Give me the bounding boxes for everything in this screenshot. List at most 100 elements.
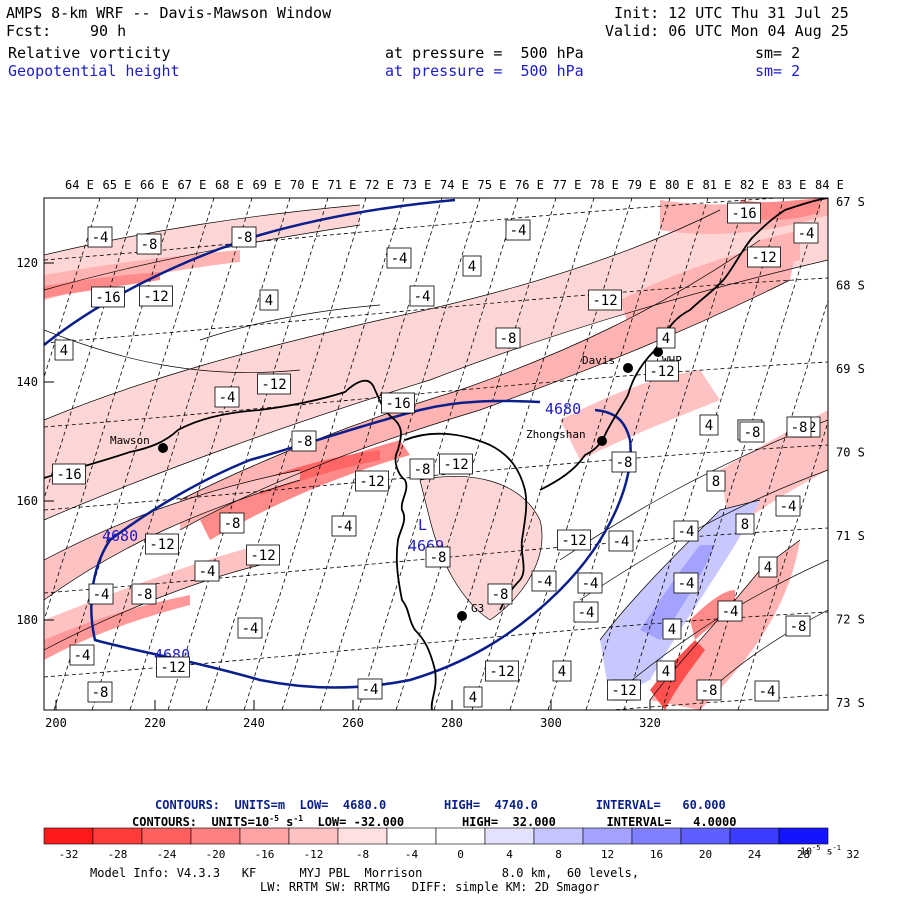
vort-label-box	[758, 556, 778, 578]
vort-label: 4	[60, 343, 68, 359]
x-tick-label: 220	[144, 716, 166, 730]
vort-label-box	[662, 618, 682, 640]
colorbar-unit: 10-5 s-1	[800, 844, 841, 857]
model-info-physics: LW: RRTM SW: RRTMG DIFF: simple KM: 2D S…	[260, 880, 600, 894]
vort-label-box	[699, 414, 719, 436]
vort-label: 4	[558, 664, 566, 680]
vort-label: -12	[649, 364, 674, 380]
colorbar-label: -4	[405, 848, 419, 861]
station-g3-dot	[457, 611, 467, 621]
vort-label: 4	[668, 622, 676, 638]
vort-label-box	[531, 570, 557, 592]
vort-label-box	[381, 392, 415, 414]
lat-label: 73 S	[836, 696, 865, 710]
vort-label: -12	[489, 664, 514, 680]
vort-label: -8	[141, 237, 158, 253]
vort-label: -8	[500, 331, 517, 347]
vort-label: -12	[611, 683, 636, 699]
lat-label: 69 S	[836, 362, 865, 376]
vort-label: -12	[561, 533, 586, 549]
vort-label-box	[219, 512, 245, 534]
lon-label: 74 E	[440, 178, 469, 192]
field2-smoothing: sm= 2	[755, 62, 801, 80]
vorticity-map: Mawson Davis WHP Zhongshan G3 4680 4680 …	[16, 178, 865, 730]
vort-label: -4	[798, 226, 815, 242]
station-label-davis: Davis	[582, 354, 615, 367]
vort-label: 4	[468, 259, 476, 275]
colorbar-swatch	[337, 827, 388, 845]
lat-label: 68 S	[836, 279, 865, 293]
vort-label-box	[237, 617, 263, 639]
station-label-mawson: Mawson	[110, 434, 150, 447]
vort-label-box	[747, 246, 781, 268]
vort-label: -4	[199, 564, 216, 580]
vort-label-box	[409, 458, 435, 480]
vort-label-box	[355, 470, 389, 492]
plot-frame	[43, 197, 829, 711]
vort-label: -8	[616, 455, 633, 471]
lon-label: 70 E	[290, 178, 319, 192]
vort-label-box	[754, 680, 780, 702]
vort-label-box	[87, 226, 113, 248]
lat-label: 71 S	[836, 529, 865, 543]
vort-label: -4	[242, 621, 259, 637]
vort-label-box	[357, 678, 383, 700]
vorticity-contour-info: CONTOURS: UNITS=10-5 s-1 LOW= -32.000 HI…	[132, 812, 737, 829]
vort-label: -16	[731, 206, 756, 222]
vort-units-pre: CONTOURS: UNITS=10	[132, 815, 270, 829]
x-tick-label: 300	[540, 716, 562, 730]
colorbar-label: -32	[59, 848, 79, 861]
field1-smoothing: sm= 2	[755, 44, 801, 62]
station-label-zhongshan: Zhongshan	[526, 428, 586, 441]
lon-label: 69 E	[253, 178, 282, 192]
vort-label-box	[608, 530, 634, 552]
vort-label-box	[54, 339, 74, 361]
colorbar-swatch	[190, 827, 241, 845]
lon-label: 81 E	[703, 178, 732, 192]
vort-label: -4	[336, 519, 353, 535]
colorbar-swatch	[729, 827, 780, 845]
vort-label-box	[136, 233, 162, 255]
lon-label: 76 E	[515, 178, 544, 192]
vort-label: -12	[160, 660, 185, 676]
x-tick-label: 200	[45, 716, 67, 730]
colorbar: -32 -28 -24 -20 -16 -12 -8 -4 0 4 8 12 16 20 24 28 32	[43, 827, 860, 861]
vort-label-box	[462, 255, 482, 277]
map-plot-area: Mawson Davis WHP Zhongshan G3 4680 4680 …	[44, 198, 828, 710]
colorbar-unit-mid: s	[820, 846, 833, 858]
colorbar-swatch	[778, 827, 829, 845]
colorbar-unit-base: 10	[800, 846, 813, 858]
vort-label-box	[673, 520, 699, 542]
station-whp-dot	[653, 347, 663, 357]
vort-label: -8	[236, 230, 253, 246]
colorbar-swatch	[435, 827, 486, 845]
vort-label: -12	[751, 250, 776, 266]
vort-label: -8	[701, 683, 718, 699]
colorbar-label: -24	[157, 848, 177, 861]
vort-label-box	[194, 560, 220, 582]
lon-label: 79 E	[628, 178, 657, 192]
colorbar-swatch	[92, 827, 143, 845]
vort-label-box	[331, 515, 357, 537]
vort-label: -8	[136, 587, 153, 603]
model-info: Model Info: V4.3.3 KF MYJ PBL Morrison 8…	[90, 866, 640, 880]
vort-label-box	[156, 656, 190, 678]
vort-label-box	[557, 529, 591, 551]
colorbar-swatch	[386, 827, 437, 845]
forecast-hour: 90 h	[90, 22, 127, 40]
vort-label: -12	[250, 548, 275, 564]
lon-label: 64 E	[65, 178, 94, 192]
lon-label: 71 E	[328, 178, 357, 192]
vort-label-box	[735, 513, 755, 535]
vort-label: -4	[759, 684, 776, 700]
vort-label-box	[656, 660, 676, 682]
lon-label: 77 E	[553, 178, 582, 192]
vort-label-box	[463, 686, 483, 708]
vort-label-box	[386, 247, 412, 269]
vort-label: -4	[678, 576, 695, 592]
map-title: AMPS 8-km WRF -- Davis-Mawson Window	[6, 4, 332, 22]
vort-label-box	[495, 327, 521, 349]
vort-label-box	[131, 583, 157, 605]
lon-label: 84 E	[815, 178, 844, 192]
vort-units-post: LOW= -32.000 HIGH= 32.000 INTERVAL= 4.00…	[303, 815, 737, 829]
